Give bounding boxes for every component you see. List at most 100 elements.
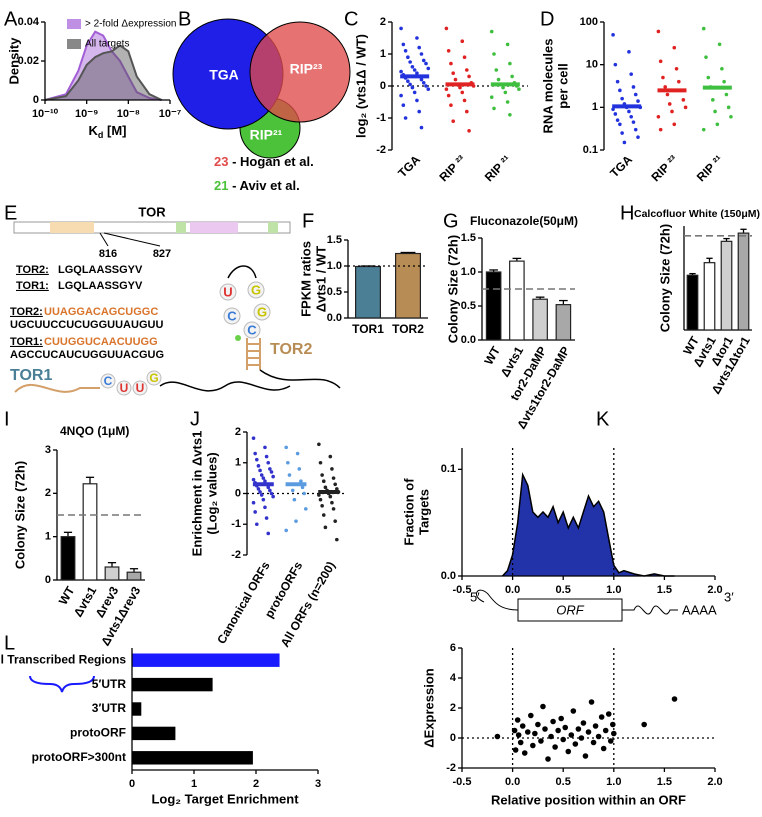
y-tick-label: 0.04 (18, 16, 40, 28)
y-tick-label: 100 (580, 16, 598, 28)
data-point (449, 61, 453, 66)
position: 816 (99, 248, 117, 260)
x-tick-label: -0.5 (453, 776, 472, 788)
data-point (535, 721, 541, 728)
x-tick-label: 2.0 (707, 776, 722, 788)
data-point (508, 113, 512, 117)
bar (703, 262, 716, 331)
legend-label: All targets (85, 39, 129, 50)
loop-line (227, 265, 257, 279)
data-point (545, 756, 551, 762)
data-point (415, 71, 419, 75)
data-point (451, 71, 456, 75)
stem (246, 338, 261, 370)
data-point (251, 500, 256, 505)
nucleotide (132, 380, 148, 396)
y-tick-label: -2 (446, 762, 456, 774)
data-point (403, 49, 408, 53)
y-tick-label: 1 (380, 48, 386, 60)
data-point (568, 732, 575, 738)
data-point (284, 528, 289, 533)
data-point (421, 81, 426, 85)
y-tick-label: 1.0 (461, 266, 476, 278)
bar (60, 536, 76, 581)
y-axis-label: Colony Size (72h) (445, 235, 460, 343)
data-point (555, 727, 561, 734)
nucleotide (146, 370, 162, 386)
data-point (263, 479, 267, 484)
data-point (661, 75, 665, 80)
panel-letter: A (4, 8, 18, 30)
data-point (268, 488, 272, 493)
x-tick-label: 0.0 (505, 584, 520, 596)
data-point (318, 460, 323, 465)
data-point (292, 497, 297, 502)
data-point (406, 55, 410, 59)
data-point (496, 77, 501, 82)
data-point (408, 82, 412, 87)
data-point (266, 485, 271, 490)
x-tick-label: 0 (129, 778, 135, 790)
gene-model-label: 5′ (470, 589, 480, 604)
data-point (542, 726, 548, 732)
nucleotide (116, 380, 132, 396)
data-point (572, 741, 579, 747)
data-point (401, 103, 406, 107)
bar (132, 751, 253, 765)
data-point (489, 29, 494, 34)
nucleotide (219, 283, 237, 301)
nucleotide (223, 307, 241, 325)
venn-set (249, 21, 351, 123)
data-point (284, 445, 289, 450)
data-point (627, 109, 631, 114)
x-tick-label: RIP ²¹ (694, 152, 726, 184)
legend-label: > 2-fold Δexpression (85, 19, 176, 30)
y-tick-label: 1 (45, 531, 51, 543)
data-point (633, 92, 638, 97)
x-tick-label: 1.5 (657, 584, 672, 596)
data-point (330, 500, 334, 505)
y-tick-label: 0.1 (583, 144, 598, 156)
gene-model (475, 589, 678, 622)
x-tick-label: 2.0 (707, 584, 722, 596)
data-point (271, 474, 275, 479)
y-tick-label: 0.5 (327, 286, 342, 298)
data-point (406, 79, 410, 83)
data-point (611, 33, 615, 37)
data-point (609, 721, 616, 728)
data-point (399, 69, 403, 74)
data-point (290, 488, 295, 493)
y-tick-label: 1.5 (327, 234, 342, 246)
nucleotide (247, 281, 265, 299)
x-tick-label: -0.5 (453, 584, 472, 596)
nucleotide-letter: U (136, 381, 145, 395)
x-tick-label: 10⁻⁹ (75, 108, 98, 120)
data-point (302, 491, 306, 496)
data-point (636, 99, 640, 103)
data-point (462, 55, 467, 59)
data-point (266, 531, 271, 536)
y-tick-label: -2 (231, 549, 241, 561)
y-axis-label: Δvts1 / WT (313, 246, 328, 312)
data-point (323, 525, 328, 530)
three-prime-utr (622, 605, 678, 615)
data-point (501, 85, 505, 90)
data-point (582, 753, 589, 759)
data-point (256, 464, 261, 468)
data-point (580, 720, 587, 726)
data-point (426, 87, 431, 91)
data-point (412, 90, 417, 95)
y-tick-label: 6 (450, 642, 456, 654)
data-point (592, 723, 599, 729)
data-point (605, 711, 612, 717)
y-tick-label: 2 (45, 487, 51, 499)
data-point (641, 721, 647, 728)
data-point (271, 494, 275, 499)
data-point (419, 77, 424, 82)
data-point (333, 519, 338, 523)
data-point (720, 67, 724, 71)
data-point (287, 473, 292, 477)
x-tick-label: 1 (191, 778, 197, 790)
x-axis-label-part: d (98, 130, 104, 140)
